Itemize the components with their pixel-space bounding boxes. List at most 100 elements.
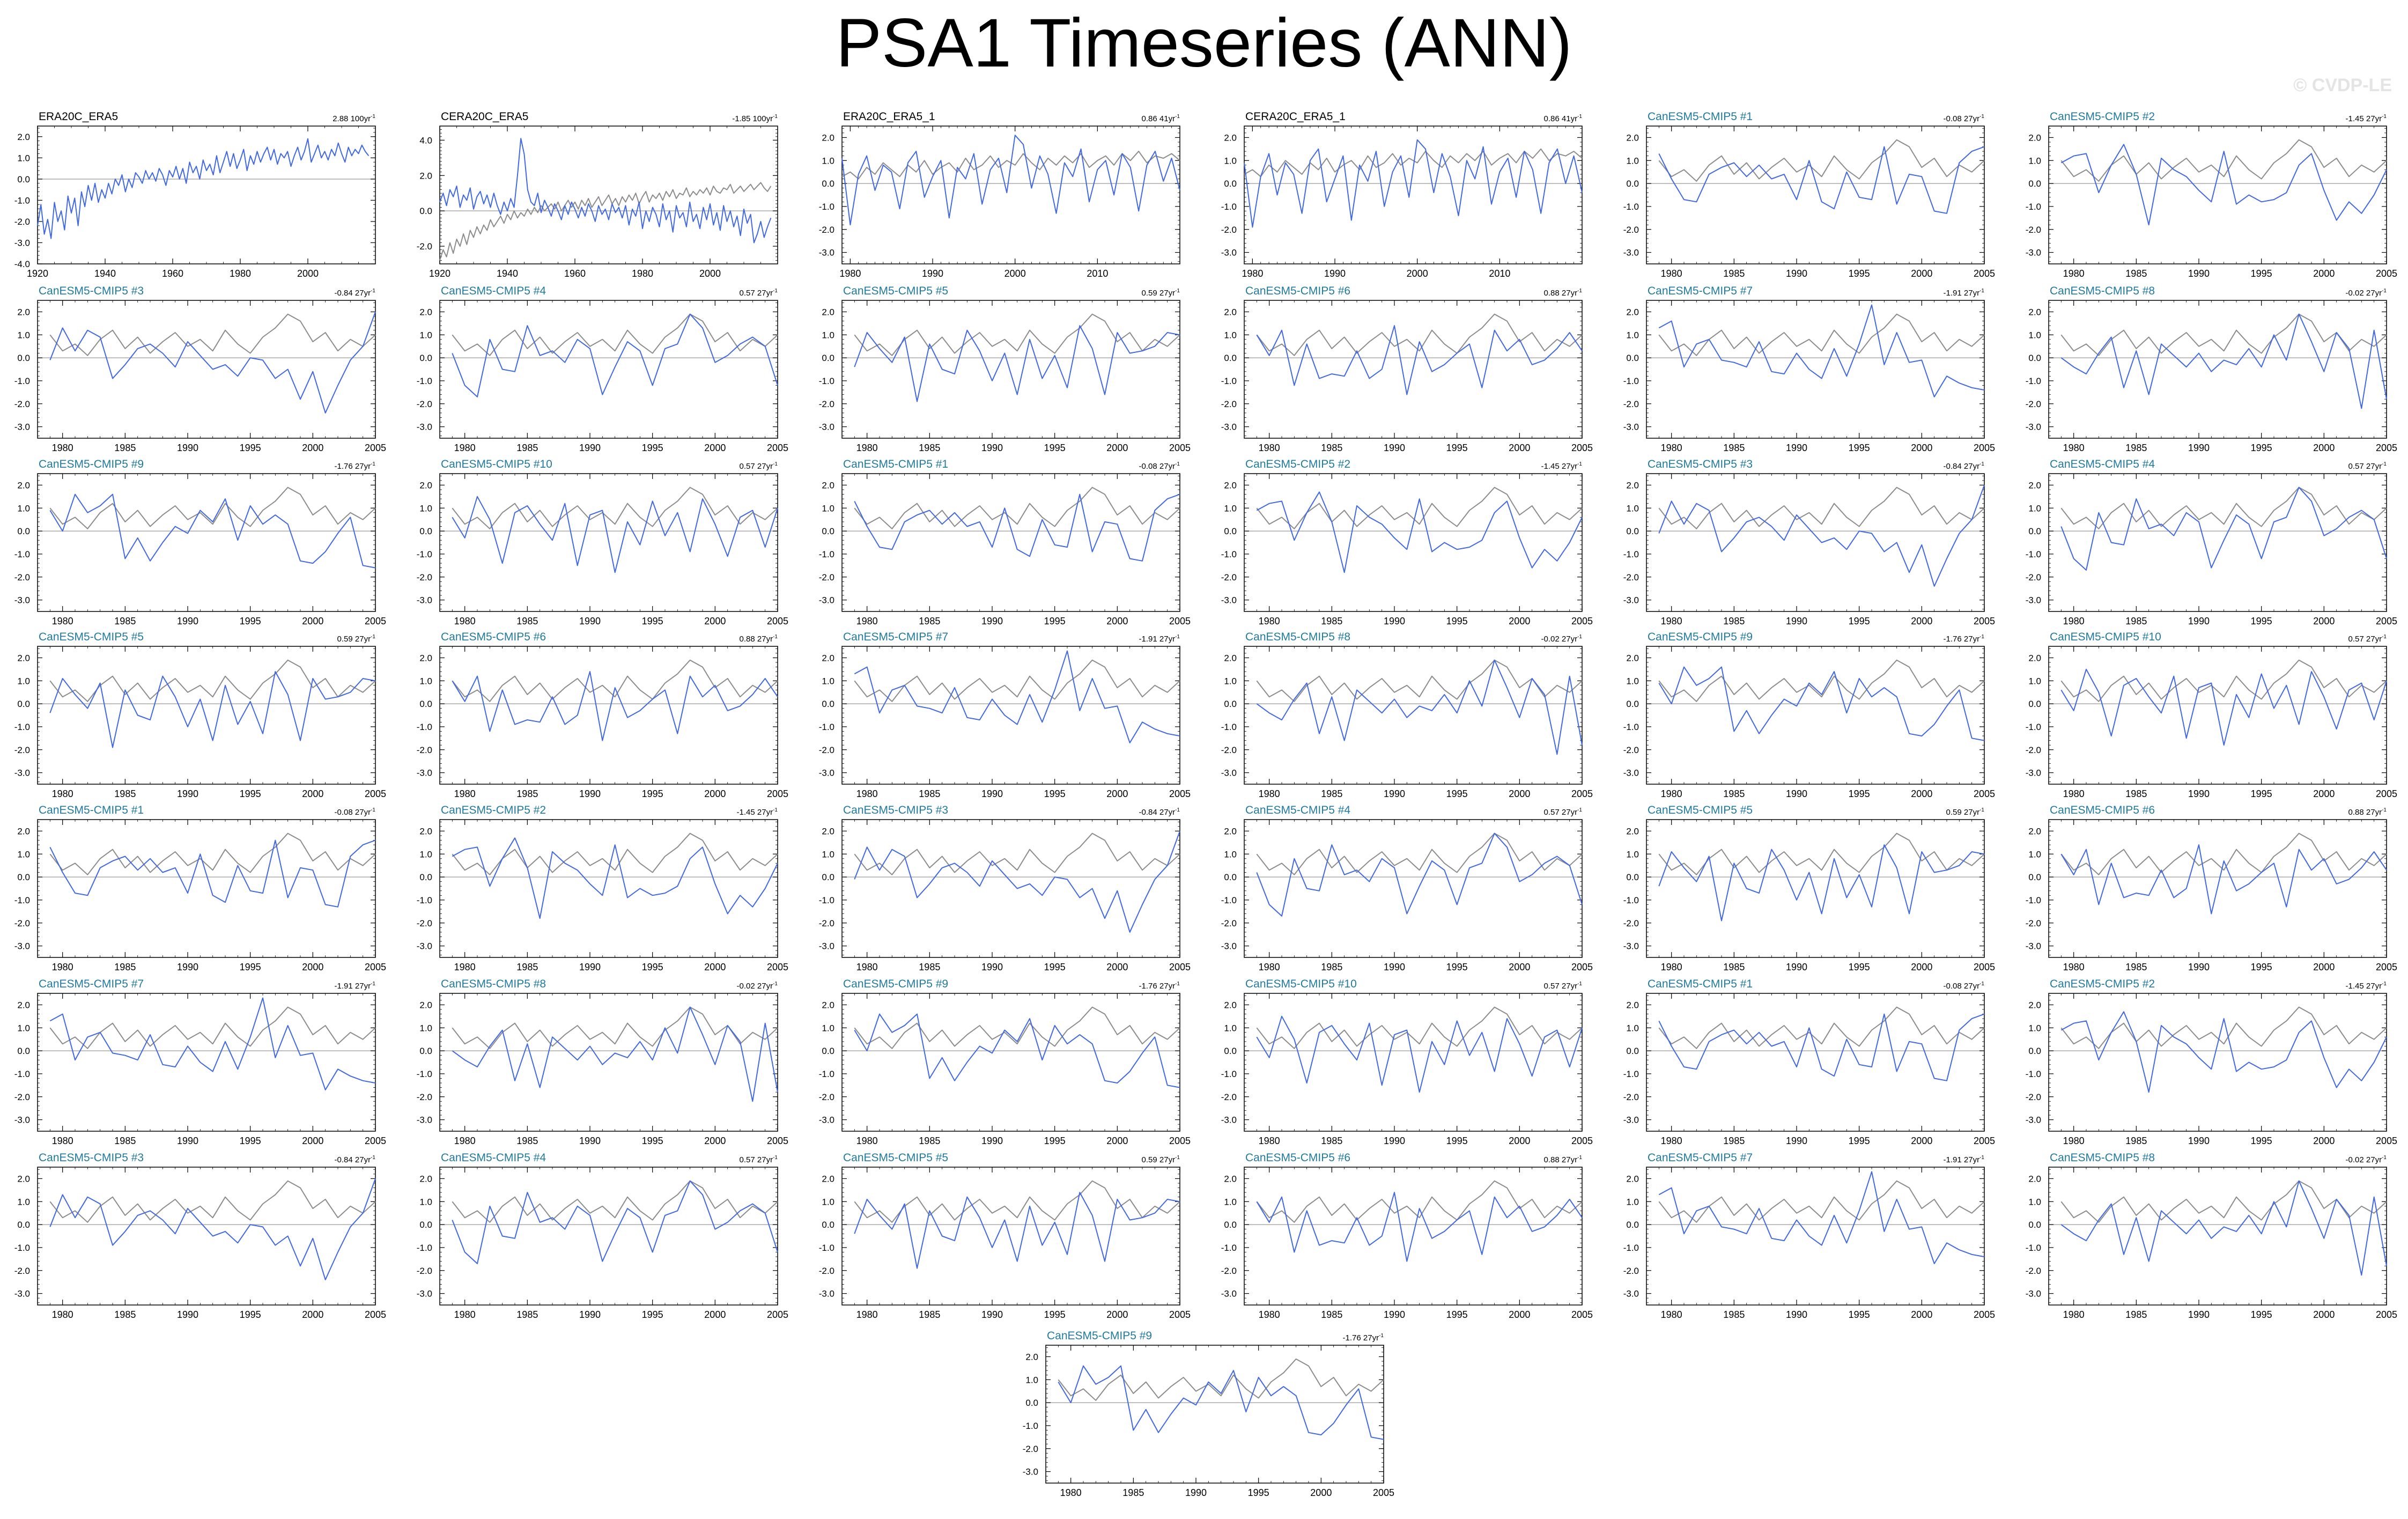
x-tick-label: 1980 <box>2063 962 2085 972</box>
y-tick-label: -1.0 <box>819 202 834 212</box>
y-tick-label: 0.0 <box>2028 179 2041 189</box>
y-tick-label: -1.0 <box>14 722 30 732</box>
plot-frame <box>2049 474 2387 611</box>
y-tick-label: -2.0 <box>2026 745 2041 755</box>
x-tick-label: 2005 <box>1571 616 1593 626</box>
x-tick-label: 1985 <box>1321 962 1342 972</box>
y-tick-label: 1.0 <box>822 849 834 859</box>
reference-series-line <box>50 834 375 875</box>
y-tick-label: -1.0 <box>1623 549 1639 559</box>
y-tick-label: 1.0 <box>2028 503 2041 513</box>
y-tick-label: -3.0 <box>1623 595 1639 606</box>
x-tick-label: 1995 <box>1044 962 1066 972</box>
x-tick-label: 2005 <box>1974 962 1995 972</box>
x-tick-label: 1990 <box>579 962 601 972</box>
plot-frame <box>440 820 778 957</box>
x-tick-label: 1990 <box>1384 443 1405 453</box>
y-tick-label: -3.0 <box>14 941 30 952</box>
y-tick-label: 0.0 <box>2028 526 2041 536</box>
x-tick-label: 1980 <box>1661 788 1682 799</box>
x-tick-label: 1990 <box>981 443 1003 453</box>
x-tick-label: 2000 <box>1509 962 1530 972</box>
y-tick-label: 1.0 <box>419 849 432 859</box>
timeseries-panel: CanESM5-CMIP5 #6 0.88 27yr-1 -3.0 -2.0 -1.0 0… <box>1207 284 1582 456</box>
x-tick-label: 2000 <box>1004 268 1026 279</box>
x-tick-label: 1990 <box>2188 962 2210 972</box>
x-tick-label: 2005 <box>1974 788 1995 799</box>
x-tick-label: 1985 <box>1723 268 1745 279</box>
x-tick-label: 1985 <box>1321 788 1342 799</box>
x-tick-label: 1995 <box>1446 616 1468 626</box>
y-tick-label: 2.0 <box>822 653 834 663</box>
x-tick-label: 1990 <box>177 616 198 626</box>
pc-series-line <box>2061 314 2387 409</box>
y-tick-label: -1.0 <box>14 1069 30 1079</box>
x-tick-label: 2005 <box>767 616 788 626</box>
timeseries-panel: CanESM5-CMIP5 #3 -0.84 27yr-1 -3.0 -2.0 -1.0… <box>1609 458 1984 629</box>
reference-series-line <box>2061 140 2387 181</box>
y-tick-label: -3.0 <box>819 768 834 778</box>
y-tick-label: 2.0 <box>1224 480 1237 490</box>
y-tick-label: -2.0 <box>14 572 30 582</box>
y-tick-label: 2.0 <box>822 480 834 490</box>
timeseries-panel: CanESM5-CMIP5 #6 0.88 27yr-1 -3.0 -2.0 -1.0 0… <box>2011 803 2387 975</box>
x-tick-label: 1995 <box>1044 443 1066 453</box>
y-tick-label: 2.0 <box>2028 826 2041 836</box>
y-tick-label: 2.0 <box>17 132 30 142</box>
plot-frame <box>1244 646 1582 784</box>
y-tick-label: -1.0 <box>2026 895 2041 905</box>
y-tick-label: -2.0 <box>417 572 432 582</box>
plot-frame <box>1646 820 1984 957</box>
panel-plot: -3.0-2.0-1.00.01.02.01980 1985 1990 1995 200… <box>402 284 778 467</box>
x-tick-label: 1980 <box>2063 443 2085 453</box>
x-tick-label: 2000 <box>2313 616 2335 626</box>
y-tick-label: 2.0 <box>1224 307 1237 317</box>
y-tick-label: -3.0 <box>417 941 432 952</box>
reference-series-line <box>1659 314 1984 356</box>
x-tick-label: 2000 <box>302 443 323 453</box>
y-tick-label: 2.0 <box>17 307 30 317</box>
x-tick-label: 1990 <box>2188 788 2210 799</box>
x-tick-label: 2005 <box>365 443 386 453</box>
y-tick-label: -3.0 <box>2026 768 2041 778</box>
y-tick-label: -3.0 <box>14 238 30 248</box>
x-tick-label: 1920 <box>27 268 48 279</box>
x-tick-label: 1985 <box>1723 616 1745 626</box>
panel-plot: -3.0-2.0-1.00.01.02.01980 1985 1990 1995 200… <box>2011 803 2387 986</box>
timeseries-panel: CanESM5-CMIP5 #4 0.57 27yr-1 -3.0 -2.0 -1.0 0… <box>402 284 778 456</box>
x-tick-label: 1990 <box>1384 788 1405 799</box>
x-tick-label: 2000 <box>1407 268 1428 279</box>
y-tick-label: -2.0 <box>417 241 432 252</box>
x-tick-label: 2000 <box>302 788 323 799</box>
x-tick-label: 1990 <box>177 443 198 453</box>
y-tick-label: -3.0 <box>2026 248 2041 258</box>
timeseries-panel: CanESM5-CMIP5 #10 0.57 27yr-1 -3.0 -2.0 -1.0… <box>402 458 778 629</box>
reference-series-line <box>1244 149 1582 176</box>
y-tick-label: -1.0 <box>2026 722 2041 732</box>
x-tick-label: 1980 <box>1242 268 1263 279</box>
y-tick-label: -2.0 <box>1623 225 1639 235</box>
timeseries-panel: CanESM5-CMIP5 #7 -1.91 27yr-1 -3.0 -2.0 -1.0… <box>804 630 1180 802</box>
timeseries-panel: CanESM5-CMIP5 #6 0.88 27yr-1 -3.0 -2.0 -1.0 0… <box>402 630 778 802</box>
y-tick-label: 2.0 <box>822 826 834 836</box>
y-tick-label: 1.0 <box>822 676 834 686</box>
y-tick-label: -3.0 <box>1623 768 1639 778</box>
x-tick-label: 2005 <box>2376 443 2397 453</box>
y-tick-label: -3.0 <box>819 248 834 258</box>
x-tick-label: 1980 <box>856 788 878 799</box>
y-tick-label: -1.0 <box>2026 202 2041 212</box>
y-tick-label: -2.0 <box>14 399 30 409</box>
y-tick-label: -2.0 <box>14 745 30 755</box>
plot-frame <box>38 646 375 784</box>
x-tick-label: 1990 <box>1786 616 1807 626</box>
x-tick-label: 1980 <box>454 616 476 626</box>
y-tick-label: -2.0 <box>819 399 834 409</box>
x-tick-label: 2005 <box>365 962 386 972</box>
y-tick-label: -3.0 <box>819 422 834 432</box>
x-tick-label: 1980 <box>1259 788 1280 799</box>
x-tick-label: 1980 <box>1661 616 1682 626</box>
y-tick-label: 2.0 <box>17 826 30 836</box>
x-tick-label: 1980 <box>839 268 861 279</box>
x-tick-label: 1980 <box>454 443 476 453</box>
